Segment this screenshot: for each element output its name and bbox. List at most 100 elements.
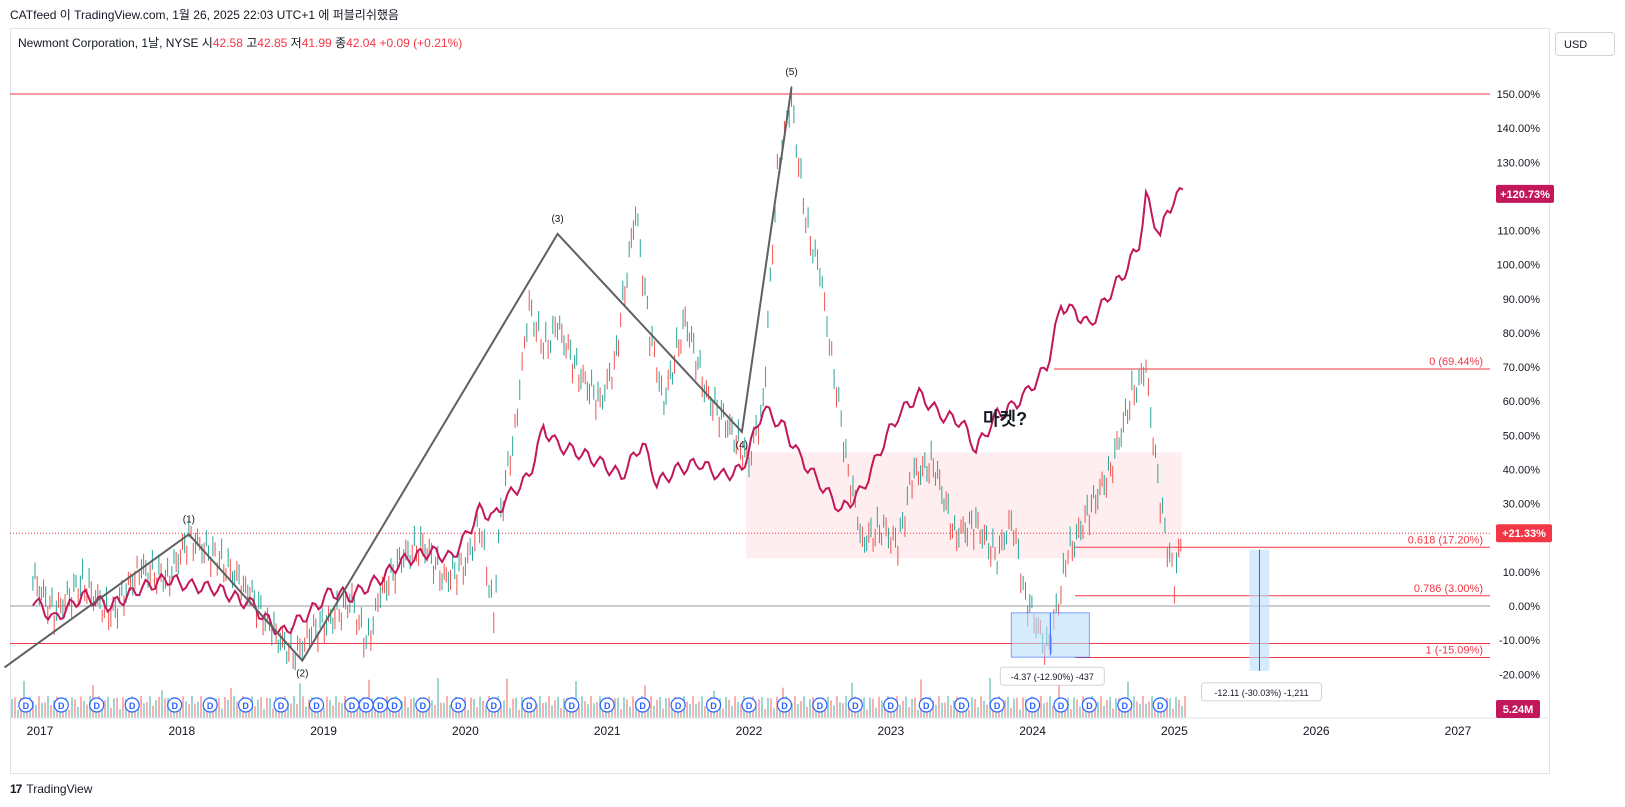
y-axis-tick: 90.00% <box>1503 294 1541 306</box>
volume-bar <box>668 698 670 718</box>
volume-bar <box>944 702 946 718</box>
volume-bar <box>725 696 727 718</box>
dividend-marker <box>954 697 970 713</box>
dividend-marker-label: D <box>710 701 717 711</box>
volume-bar <box>425 707 427 718</box>
dividend-marker <box>883 697 899 713</box>
volume-bar <box>440 702 442 718</box>
fib-level-label: 0 (69.44%) <box>1429 356 1483 368</box>
dividend-marker <box>1081 697 1097 713</box>
volume-bar <box>1112 708 1114 718</box>
volume-bar <box>314 709 316 718</box>
volume-bar <box>470 697 472 718</box>
dividend-marker-label: D <box>569 701 576 711</box>
volume-bar <box>122 697 124 718</box>
currency-button[interactable]: USD <box>1555 32 1615 56</box>
open-value: 42.58 <box>212 36 243 50</box>
close-label: 종 <box>335 36 347 50</box>
volume-bar <box>539 696 541 718</box>
volume-bar <box>467 709 469 718</box>
y-axis-tick: 130.00% <box>1497 157 1541 169</box>
volume-bar <box>875 707 877 718</box>
volume-bar <box>1169 698 1171 718</box>
volume-bar <box>341 703 343 718</box>
volume-bar <box>161 690 163 718</box>
dividend-marker <box>124 697 140 713</box>
volume-bar <box>974 699 976 718</box>
volume-bar <box>581 696 583 718</box>
dividend-marker-label: D <box>207 701 214 711</box>
x-axis-tick: 2022 <box>736 724 763 738</box>
dividend-marker-label: D <box>888 701 895 711</box>
volume-bar <box>1139 703 1141 718</box>
dividend-marker-label: D <box>58 701 65 711</box>
volume-bar <box>287 701 289 718</box>
volume-bar <box>266 697 268 718</box>
volume-bar <box>1151 696 1153 718</box>
y-axis-tick: 50.00% <box>1503 430 1541 442</box>
volume-bar <box>1004 700 1006 718</box>
chart-pane[interactable] <box>10 28 1550 774</box>
volume-bar <box>113 698 115 718</box>
volume-bar <box>920 679 922 718</box>
volume-bar <box>203 706 205 718</box>
dividend-marker <box>989 697 1005 713</box>
dividend-marker <box>741 697 757 713</box>
volume-bar <box>1037 704 1039 718</box>
volume-bar <box>506 678 508 718</box>
volume-bar <box>1106 699 1108 718</box>
x-axis-tick: 2023 <box>877 724 904 738</box>
tradingview-brand: 17 TradingView <box>10 782 92 796</box>
volume-bar <box>431 700 433 718</box>
volume-bar <box>365 709 367 718</box>
volume-bar <box>1040 696 1042 718</box>
volume-bar <box>416 709 418 718</box>
volume-bar <box>326 696 328 718</box>
dividend-marker-label: D <box>313 701 320 711</box>
volume-bar <box>704 706 706 718</box>
volume-bar <box>665 698 667 718</box>
volume-bar <box>983 700 985 718</box>
volume-bar <box>11 698 13 718</box>
dividend-marker-label: D <box>639 701 646 711</box>
dividend-marker-label: D <box>1122 701 1129 711</box>
volume-bar <box>692 696 694 718</box>
volume-bar <box>260 697 262 718</box>
volume-bar <box>656 699 658 718</box>
volume-bar <box>971 697 973 718</box>
measure-label-large: -12.11 (-30.03%) -1,211 <box>1214 688 1308 698</box>
volume-bar <box>158 696 160 718</box>
volume-bar <box>47 696 49 718</box>
volume-bar <box>1049 696 1051 718</box>
volume-bar <box>1130 706 1132 718</box>
dividend-marker <box>238 697 254 713</box>
volume-bar <box>329 700 331 718</box>
y-axis-tick: 10.00% <box>1503 567 1541 579</box>
volume-bar <box>293 696 295 718</box>
volume-bar <box>767 697 769 718</box>
volume-bar <box>701 696 703 718</box>
volume-bar <box>335 696 337 718</box>
volume-bar <box>1016 697 1018 718</box>
volume-bar <box>41 702 43 718</box>
volume-bar <box>77 707 79 718</box>
volume-bar <box>263 708 265 718</box>
volume-bar <box>218 698 220 718</box>
dividend-marker <box>386 697 403 713</box>
price-badge <box>1496 524 1552 543</box>
volume-bar <box>212 708 214 718</box>
volume-badge-text: 5.24M <box>1503 704 1534 716</box>
volume-bar <box>977 707 979 718</box>
volume-bar <box>1115 698 1117 718</box>
volume-bar <box>1121 708 1123 718</box>
volume-bar <box>587 704 589 718</box>
volume-bar <box>143 703 145 718</box>
volume-bar <box>1013 698 1015 718</box>
volume-bar <box>650 696 652 718</box>
volume-bar <box>224 696 226 718</box>
volume-bar <box>686 701 688 718</box>
volume-bar <box>116 697 118 718</box>
volume-badge <box>1496 700 1540 718</box>
volume-bar <box>800 701 802 718</box>
y-axis-tick: 110.00% <box>1497 226 1540 238</box>
